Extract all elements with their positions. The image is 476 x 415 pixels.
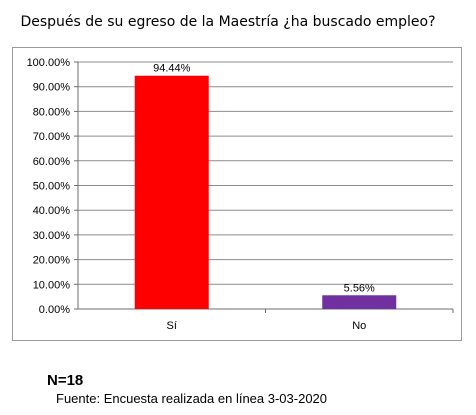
chart-title: Después de su egreso de la Maestría ¿ha … [20, 14, 436, 30]
y-tick-label: 70.00% [33, 131, 71, 143]
source-note: Fuente: Encuesta realizada en línea 3-03… [56, 391, 328, 406]
y-tick-label: 90.00% [33, 82, 71, 94]
bar-no [322, 295, 397, 309]
category-label: Sí [167, 320, 177, 332]
bar-si [134, 75, 209, 309]
y-tick-label: 100.00% [27, 57, 71, 69]
y-tick-label: 40.00% [33, 205, 71, 217]
data-label: 5.56% [344, 282, 375, 294]
y-tick-label: 0.00% [39, 304, 70, 316]
y-tick-label: 20.00% [33, 255, 71, 267]
category-label: No [352, 320, 366, 332]
bar-chart: 0.00% 10.00% 20.00% 30.00% 40.00% 50.00% 60.00… [27, 57, 454, 332]
sample-size-label: N=18 [47, 372, 84, 389]
y-tick-label: 50.00% [33, 181, 71, 193]
y-tick-label: 80.00% [33, 106, 71, 118]
chart-area: 0.00% 10.00% 20.00% 30.00% 40.00% 50.00% 60.00… [12, 47, 462, 341]
y-tick-label: 10.00% [33, 279, 71, 291]
y-tick-label: 30.00% [33, 230, 71, 242]
data-label: 94.44% [153, 63, 191, 75]
y-tick-label: 60.00% [33, 156, 71, 168]
